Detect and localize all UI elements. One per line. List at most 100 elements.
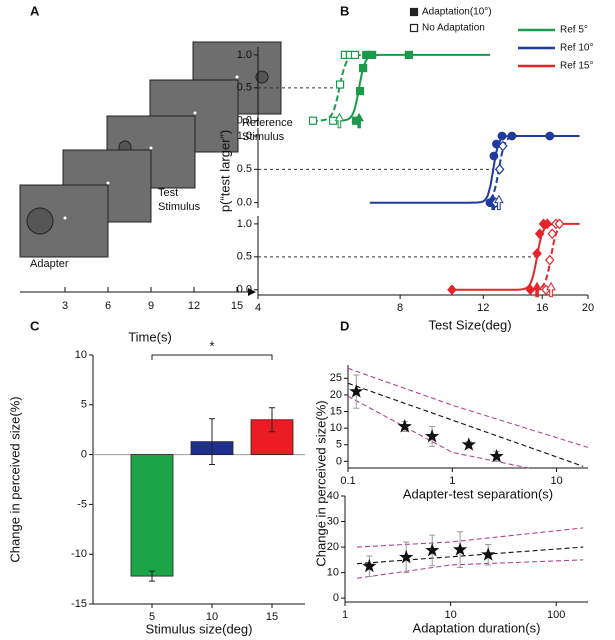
- y-tick-label: 0.5: [237, 251, 252, 263]
- charts: 3 6 9 12 150.00.51.0B0.00.51.0p(“test larger…: [7, 3, 594, 636]
- marker: [497, 131, 507, 141]
- star-marker: [349, 384, 364, 398]
- fixation: [106, 181, 110, 185]
- x-tick-label: 1: [342, 609, 348, 621]
- x-tick-label: 0.1: [340, 475, 355, 487]
- marker: [544, 254, 555, 266]
- time-tick-label: 3: [62, 300, 68, 312]
- panel-label: C: [30, 318, 40, 333]
- pse-arrow: [354, 112, 364, 129]
- marker: [447, 284, 457, 296]
- y-tick-label: 0: [81, 449, 87, 461]
- star-marker: [453, 542, 468, 556]
- error-bar: [149, 570, 155, 582]
- y-tick-label: 1.0: [237, 49, 252, 61]
- time-label: Time(s): [128, 329, 172, 344]
- y-tick-label: 40: [327, 490, 339, 502]
- adapter-stimulus: [26, 207, 54, 235]
- x-axis-label: Adaptation duration(s): [413, 620, 541, 635]
- fixation: [149, 146, 153, 150]
- marker: [494, 163, 505, 175]
- legend-label: Ref 15°: [560, 61, 593, 72]
- time-tick-label: 12: [188, 300, 200, 312]
- y-tick-label: 0: [336, 455, 342, 467]
- y-tick-label: 5: [81, 399, 87, 411]
- time-tick-label: 9: [148, 300, 154, 312]
- panel-label: B: [340, 3, 349, 18]
- x-axis-label: Test Size(deg): [428, 317, 511, 332]
- y-tick-label: 10: [330, 422, 342, 434]
- fit-line: [356, 559, 584, 579]
- y-tick-label: 0.5: [237, 163, 252, 175]
- fit-curve: [451, 222, 580, 291]
- star-marker: [489, 448, 504, 463]
- x-tick-label: 1: [449, 475, 455, 487]
- time-tick-label: 15: [231, 300, 243, 312]
- star-marker: [425, 428, 440, 443]
- star-marker: [397, 419, 412, 433]
- x-axis-label: Adapter-test separation(s): [403, 486, 553, 501]
- marker: [507, 131, 517, 141]
- pse-arrow: [546, 281, 556, 298]
- fit-curve: [369, 135, 580, 204]
- marker: [409, 7, 419, 17]
- test-label: Stimulus: [158, 201, 201, 213]
- x-tick-label: 12: [477, 302, 489, 314]
- marker: [368, 50, 377, 60]
- significance-bracket: [151, 354, 273, 360]
- y-tick-label: 0: [333, 592, 339, 604]
- error-bar: [269, 407, 275, 433]
- fit-curve: [341, 53, 490, 122]
- y-tick-label: 5: [336, 439, 342, 451]
- y-tick-label: 20: [327, 541, 339, 553]
- panel-label: D: [340, 318, 349, 333]
- reference-label: Reference: [242, 117, 293, 129]
- error-bar: [209, 418, 215, 466]
- y-tick-label: 0.0: [237, 115, 252, 127]
- time-tick-label: 6: [105, 300, 111, 312]
- marker: [545, 131, 555, 141]
- y-tick-label: 0.0: [237, 197, 252, 209]
- fit-curve: [540, 224, 563, 289]
- y-tick-label: 20: [330, 389, 342, 401]
- test-label: Test: [158, 187, 178, 199]
- legend-label: Ref 5°: [560, 25, 588, 36]
- marker: [532, 248, 542, 259]
- y-axis-label: p(“test larger”): [217, 130, 232, 212]
- reference-stimulus: [255, 70, 269, 84]
- significance-label: *: [209, 338, 214, 353]
- x-axis-label: Stimulus size(deg): [146, 621, 253, 636]
- marker: [489, 151, 499, 161]
- fit-line: [356, 546, 584, 565]
- fit-line: [347, 367, 589, 448]
- marker: [409, 23, 419, 33]
- y-tick-label: 0.5: [237, 82, 252, 94]
- y-tick-label: 25: [330, 372, 342, 384]
- bar: [130, 454, 174, 577]
- star-marker: [362, 558, 377, 573]
- pse-arrow: [494, 194, 504, 211]
- y-axis-label: Change in perceived size(%): [313, 400, 328, 566]
- marker: [534, 228, 545, 240]
- x-tick-label: 10: [206, 611, 218, 623]
- y-tick-label: 15: [330, 405, 342, 417]
- star-marker: [425, 542, 440, 557]
- marker: [355, 87, 365, 96]
- marker: [542, 218, 553, 230]
- x-tick-label: 20: [582, 302, 594, 314]
- star-marker: [461, 437, 476, 451]
- legend-label: Adaptation(10°): [422, 7, 492, 18]
- marker: [404, 50, 414, 60]
- y-tick-label: 10: [75, 349, 87, 361]
- y-tick-label: 10: [327, 567, 339, 579]
- fixation: [235, 75, 239, 79]
- x-tick-label: 5: [149, 611, 155, 623]
- y-axis-label: Change in perceived size(%): [7, 396, 22, 562]
- fixation: [63, 216, 67, 220]
- y-tick-label: 1.0: [237, 218, 252, 230]
- pse-arrow: [532, 281, 542, 298]
- fixation: [193, 111, 197, 115]
- fit-line: [347, 382, 584, 467]
- star-marker: [481, 547, 496, 561]
